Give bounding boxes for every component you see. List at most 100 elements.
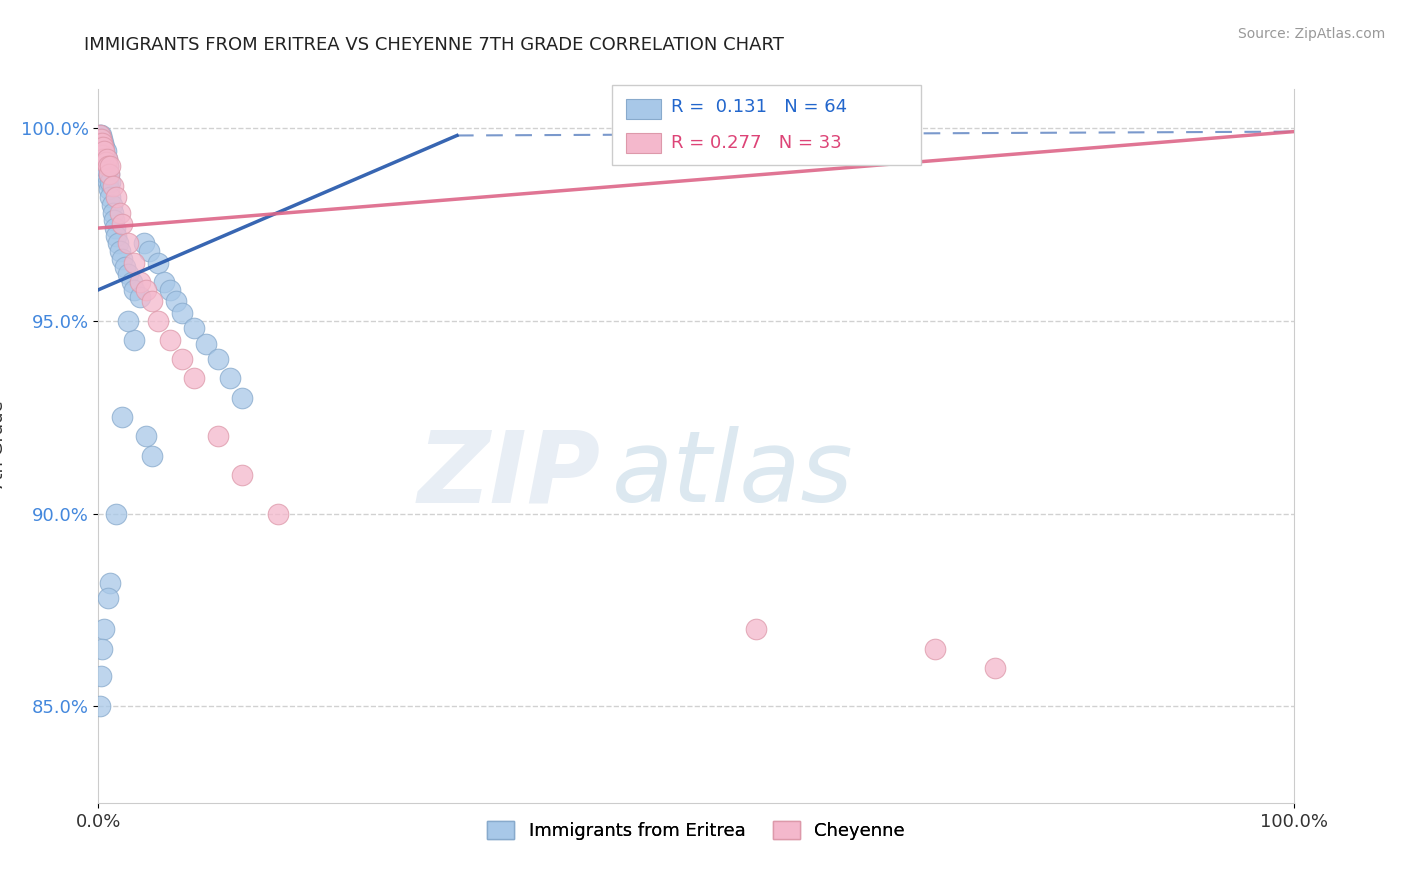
Point xyxy=(114,260,136,274)
Text: Source: ZipAtlas.com: Source: ZipAtlas.com xyxy=(1237,27,1385,41)
Point xyxy=(93,140,115,154)
Point xyxy=(96,152,118,166)
Point xyxy=(90,140,112,154)
Point xyxy=(97,159,120,173)
Point xyxy=(91,155,114,169)
Point xyxy=(135,429,157,443)
Point xyxy=(183,321,205,335)
Point xyxy=(97,159,120,173)
Point xyxy=(124,333,146,347)
Point xyxy=(90,148,112,162)
Point xyxy=(97,175,120,189)
Point xyxy=(124,256,146,270)
Point xyxy=(231,391,253,405)
Text: R = 0.277   N = 33: R = 0.277 N = 33 xyxy=(671,134,841,152)
Point xyxy=(105,507,128,521)
Text: ZIP: ZIP xyxy=(418,426,600,523)
Point xyxy=(89,136,111,151)
Point xyxy=(108,205,131,219)
Point xyxy=(94,155,117,169)
Point xyxy=(141,449,163,463)
Point xyxy=(231,467,253,482)
Point xyxy=(183,371,205,385)
Point xyxy=(89,128,111,143)
Point xyxy=(91,136,114,151)
Point xyxy=(159,333,181,347)
Point xyxy=(90,668,112,682)
Point xyxy=(101,178,124,193)
Point xyxy=(141,294,163,309)
Point xyxy=(207,352,229,367)
Text: R =  0.131   N = 64: R = 0.131 N = 64 xyxy=(671,98,846,116)
Point xyxy=(172,306,194,320)
Point xyxy=(98,159,122,173)
Point xyxy=(89,136,111,151)
Legend: Immigrants from Eritrea, Cheyenne: Immigrants from Eritrea, Cheyenne xyxy=(479,814,912,847)
Point xyxy=(97,591,120,606)
Point xyxy=(89,132,111,146)
Point xyxy=(93,159,115,173)
Point xyxy=(117,313,139,327)
Point xyxy=(129,275,152,289)
Point xyxy=(107,236,129,251)
Point xyxy=(94,167,117,181)
Point xyxy=(132,236,155,251)
Point xyxy=(91,148,114,162)
Point xyxy=(91,148,114,162)
Point xyxy=(165,294,187,309)
Point xyxy=(108,244,131,259)
Point xyxy=(153,275,176,289)
Point xyxy=(138,244,160,259)
Point xyxy=(207,429,229,443)
Point xyxy=(98,182,121,196)
Point xyxy=(98,167,121,181)
Point xyxy=(745,622,768,636)
Point xyxy=(90,140,112,154)
Point xyxy=(91,136,114,151)
Point xyxy=(91,140,114,154)
Point xyxy=(104,221,127,235)
Point xyxy=(93,144,115,158)
Point xyxy=(93,622,115,636)
Point xyxy=(91,152,114,166)
Point xyxy=(96,163,118,178)
Point xyxy=(159,283,181,297)
Point xyxy=(117,236,139,251)
Point xyxy=(98,167,121,181)
Point xyxy=(148,313,170,327)
Text: IMMIGRANTS FROM ERITREA VS CHEYENNE 7TH GRADE CORRELATION CHART: IMMIGRANTS FROM ERITREA VS CHEYENNE 7TH … xyxy=(84,36,785,54)
Point xyxy=(90,132,112,146)
Point xyxy=(94,144,117,158)
Point xyxy=(111,252,134,266)
Point xyxy=(91,641,114,656)
Point xyxy=(90,132,112,146)
Point xyxy=(93,148,115,162)
Point xyxy=(219,371,242,385)
Point xyxy=(105,190,128,204)
Point xyxy=(129,291,152,305)
Point xyxy=(984,661,1007,675)
Text: atlas: atlas xyxy=(613,426,853,523)
Point xyxy=(94,155,117,169)
Point xyxy=(121,275,143,289)
Point xyxy=(105,228,128,243)
Point xyxy=(98,175,122,189)
Point xyxy=(924,641,946,656)
Point xyxy=(267,507,290,521)
Point xyxy=(100,198,122,212)
Point xyxy=(103,213,125,227)
Point xyxy=(195,336,218,351)
Point xyxy=(124,283,146,297)
Point xyxy=(148,256,170,270)
Point xyxy=(101,205,124,219)
Point xyxy=(111,410,134,425)
Point xyxy=(96,152,118,166)
Point xyxy=(91,132,114,146)
Point xyxy=(117,268,139,282)
Point xyxy=(111,217,134,231)
Point xyxy=(90,128,112,143)
Point xyxy=(98,576,122,591)
Point xyxy=(89,699,111,714)
Point xyxy=(135,283,157,297)
Point xyxy=(89,128,111,143)
